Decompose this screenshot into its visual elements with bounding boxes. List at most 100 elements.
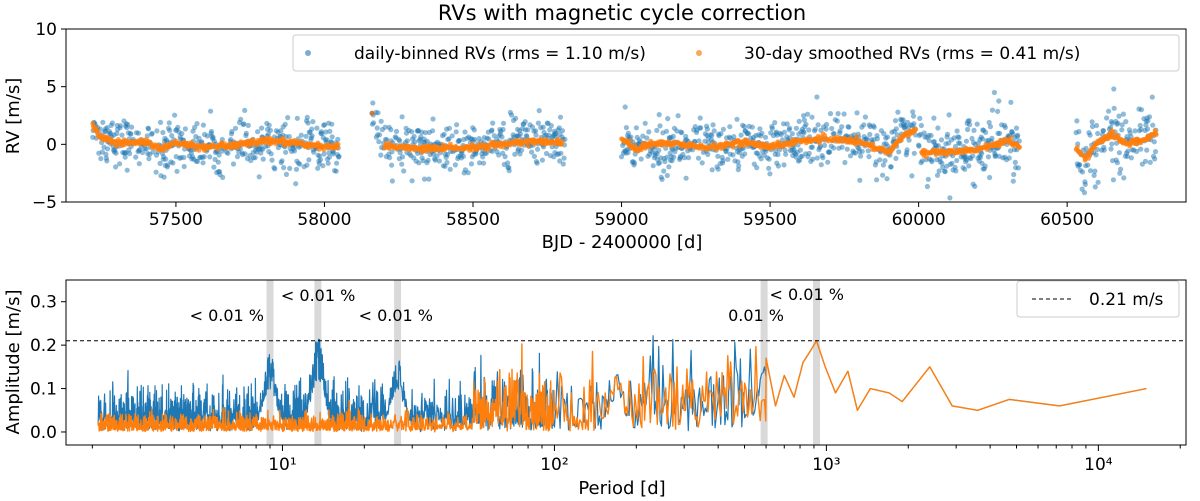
daily-rv-point [422, 130, 428, 136]
daily-rv-point [1095, 130, 1101, 137]
daily-rv-point [122, 154, 128, 160]
daily-rv-point [208, 108, 214, 114]
daily-rv-point [789, 131, 796, 137]
daily-rv-point [310, 119, 316, 125]
smoothed-rv-point [730, 144, 736, 150]
daily-rv-point [460, 153, 466, 159]
daily-rv-point [810, 156, 816, 162]
daily-rv-point [1128, 155, 1134, 161]
daily-rv-point [539, 157, 546, 163]
daily-rv-point [852, 150, 859, 156]
smoothed-rv-point [913, 126, 919, 132]
daily-rv-point [98, 156, 104, 162]
daily-rv-point [315, 165, 321, 171]
daily-rv-point [1114, 160, 1120, 166]
fap-annotation: < 0.01 % [190, 306, 264, 325]
daily-rv-point [919, 158, 925, 164]
daily-rv-point [500, 120, 507, 126]
daily-rv-point [529, 149, 535, 155]
daily-rv-point [996, 98, 1002, 104]
daily-rv-point [476, 160, 483, 166]
daily-rv-point [425, 157, 431, 163]
daily-rv-point [1142, 158, 1149, 164]
daily-rv-point [1082, 181, 1088, 187]
daily-rv-point [762, 134, 769, 140]
daily-rv-point [196, 135, 202, 141]
daily-rv-point [735, 159, 741, 165]
daily-rv-point [985, 154, 992, 160]
daily-rv-point [991, 89, 998, 96]
daily-rv-point [859, 148, 865, 154]
daily-rv-point [325, 160, 331, 166]
daily-rv-point [238, 116, 244, 122]
daily-rv-point [1123, 119, 1129, 125]
daily-rv-point [409, 129, 415, 135]
daily-rv-point [929, 159, 935, 165]
daily-rv-point [441, 131, 447, 137]
daily-rv-point [496, 152, 502, 158]
legend-label-daily: daily-binned RVs (rms = 1.10 m/s) [354, 44, 646, 64]
daily-rv-point [749, 124, 755, 130]
daily-rv-point [128, 131, 134, 137]
daily-rv-point [258, 150, 264, 156]
daily-rv-point [775, 163, 782, 169]
daily-rv-point [1134, 148, 1140, 154]
daily-rv-point [814, 155, 820, 161]
daily-rv-point [181, 163, 187, 170]
daily-rv-point [622, 104, 628, 110]
daily-rv-point [245, 122, 251, 128]
daily-rv-point [1095, 179, 1101, 185]
smoothed-rv-point [1008, 135, 1014, 141]
daily-rv-point [784, 121, 790, 127]
daily-rv-point [456, 138, 462, 144]
top-x-tick-label: 59500 [743, 210, 797, 230]
daily-rv-point [953, 168, 959, 174]
daily-rv-point [1152, 156, 1158, 162]
daily-rv-point [513, 115, 519, 121]
daily-rv-point [1077, 162, 1083, 168]
daily-rv-point [194, 158, 200, 165]
daily-rv-point [371, 120, 377, 126]
daily-rv-point [720, 126, 727, 132]
top-chart-title: RVs with magnetic cycle correction [438, 1, 806, 25]
daily-rv-point [1074, 118, 1080, 124]
daily-rv-point [314, 125, 320, 131]
daily-rv-point [291, 148, 298, 154]
daily-rv-point [319, 131, 325, 137]
daily-rv-point [880, 172, 886, 178]
daily-rv-point [1111, 105, 1117, 111]
daily-rv-point [557, 114, 564, 120]
daily-rv-point [139, 149, 146, 156]
daily-rv-point [971, 127, 977, 133]
daily-rv-point [650, 163, 656, 169]
daily-rv-point [793, 125, 800, 131]
daily-rv-point [1121, 175, 1127, 181]
periodogram-orange-series [97, 340, 1147, 433]
daily-rv-point [972, 183, 978, 189]
daily-rv-point [1132, 128, 1138, 134]
daily-rv-point [135, 130, 142, 136]
daily-rv-point [656, 112, 662, 118]
daily-rv-point [910, 113, 917, 119]
daily-rv-point [967, 122, 973, 128]
daily-rv-point [265, 131, 271, 137]
daily-rv-point [421, 176, 428, 182]
fap-annotation: < 0.01 % [359, 306, 433, 325]
daily-rv-point [100, 119, 106, 125]
daily-rv-point [136, 161, 142, 167]
daily-rv-point [818, 162, 824, 168]
daily-rv-point [935, 143, 941, 149]
daily-rv-point [129, 124, 135, 130]
daily-rv-point [297, 161, 303, 167]
daily-rv-point [754, 165, 760, 171]
daily-rv-point [704, 126, 711, 132]
daily-rv-point [962, 166, 968, 172]
daily-rv-point [625, 150, 631, 156]
daily-rv-point [558, 150, 564, 156]
daily-rv-point [911, 121, 917, 127]
daily-rv-point [201, 154, 207, 160]
daily-rv-point [931, 139, 937, 145]
daily-rv-point [324, 137, 330, 143]
daily-rv-point [1087, 168, 1094, 174]
top-x-tick-label: 58500 [446, 210, 500, 230]
